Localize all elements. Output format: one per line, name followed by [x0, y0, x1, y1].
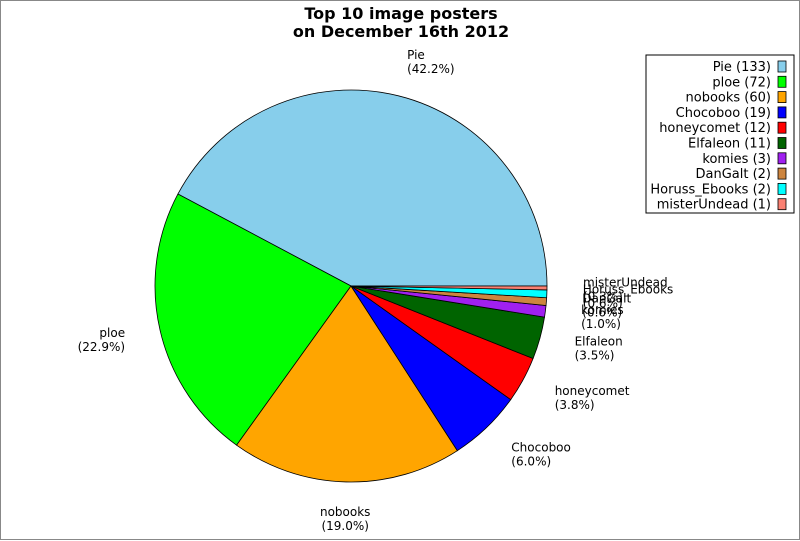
- legend-entry-label: nobooks (60): [686, 91, 771, 106]
- slice-name-label: misterUndead: [583, 275, 668, 289]
- slice-percent-label: (0.6%): [583, 296, 623, 310]
- legend: Pie (133)ploe (72)nobooks (60)Chocoboo (…: [645, 54, 795, 214]
- slice-percent-label: (3.8%): [555, 398, 595, 412]
- slice-name-label: Pie: [407, 48, 425, 62]
- legend-entry-label: Elfaleon (11): [688, 137, 771, 152]
- pie-slice-misterundead: [350, 285, 548, 291]
- legend-entry-label: Horuss_Ebooks (2): [650, 182, 771, 197]
- legend-swatch: [777, 121, 787, 134]
- legend-swatch: [777, 60, 787, 73]
- chart-title-line-1: Top 10 image posters: [304, 4, 497, 23]
- slice-labels: Pie(42.2%) ploe(22.9%) nobooks(19.0%) Choco…: [78, 48, 674, 533]
- legend-swatch: [777, 152, 787, 165]
- slice-percent-label: (0.3%): [583, 289, 623, 303]
- pie-slices: [154, 89, 548, 483]
- legend-entry-label: honeycomet (12): [659, 121, 771, 136]
- legend-swatch: [777, 182, 787, 195]
- legend-swatch: [777, 91, 787, 103]
- legend-entry-label: ploe (72): [712, 75, 771, 90]
- slice-percent-label: (42.2%): [407, 62, 454, 76]
- slice-percent-label: (19.0%): [321, 519, 368, 533]
- slice-name-label: honeycomet: [555, 384, 630, 398]
- legend-swatch: [777, 198, 787, 211]
- legend-swatch: [777, 137, 787, 149]
- legend-swatch: [777, 106, 787, 119]
- legend-entry-label: misterUndead (1): [657, 198, 771, 213]
- slice-name-label: Horuss_Ebooks: [583, 282, 674, 296]
- pie-slice-nobooks: [236, 285, 458, 483]
- slice-percent-label: (1.0%): [581, 317, 621, 331]
- slice-name-label: Chocoboo: [511, 441, 571, 455]
- slice-percent-label: (22.9%): [78, 340, 125, 354]
- slice-name-label: komies: [581, 303, 624, 317]
- slice-percent-label: (6.0%): [511, 455, 551, 469]
- legend-swatch: [777, 167, 787, 180]
- slice-name-label: Elfaleon: [575, 335, 623, 349]
- slice-percent-label: (3.5%): [575, 349, 615, 363]
- legend-entry-label: komies (3): [702, 152, 771, 167]
- legend-box: [645, 54, 795, 214]
- slice-name-label: DanGalt: [582, 292, 631, 306]
- legend-entry-label: DanGalt (2): [695, 167, 771, 182]
- slice-percent-label: (0.6%): [582, 306, 622, 320]
- slice-name-label: ploe: [99, 326, 125, 340]
- legend-entry-label: Pie (133): [713, 60, 771, 75]
- pie-slice-ploe: [154, 193, 352, 446]
- chart-title-line-2: on December 16th 2012: [293, 22, 509, 41]
- pie-slice-pie: [177, 89, 548, 287]
- legend-swatch: [777, 75, 787, 88]
- legend-entry-label: Chocoboo (19): [676, 106, 771, 121]
- slice-name-label: nobooks: [320, 505, 370, 519]
